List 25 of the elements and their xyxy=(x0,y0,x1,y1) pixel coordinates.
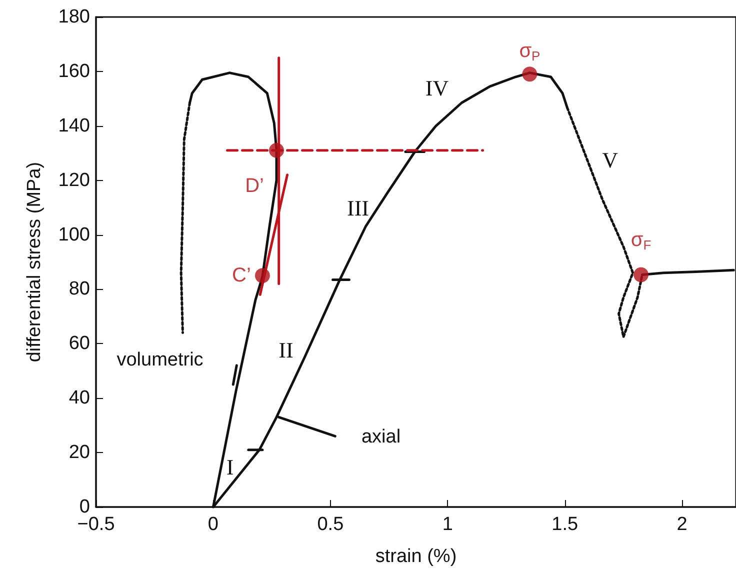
y-tick-label: 100 xyxy=(58,224,90,246)
x-tick-label: 1 xyxy=(442,514,453,535)
x-axis-title: strain (%) xyxy=(375,546,457,567)
annotation: II xyxy=(278,338,294,362)
y-axis-title: differential stress (MPa) xyxy=(24,162,45,362)
annotation: I xyxy=(226,454,234,480)
x-tick-label: 1.5 xyxy=(552,514,578,535)
data-label: C’ xyxy=(232,264,251,287)
data-label: D’ xyxy=(245,174,264,197)
y-tick-label: 120 xyxy=(58,170,90,191)
x-tick-label: 2 xyxy=(676,514,688,535)
x-tick-label: 0.5 xyxy=(317,514,344,535)
annotation: axial xyxy=(361,426,401,448)
y-tick-label: 160 xyxy=(58,60,90,82)
y-tick-label: 180 xyxy=(58,6,90,28)
annotation: III xyxy=(347,196,369,220)
annotation: volumetric xyxy=(116,350,204,370)
y-tick-label: 60 xyxy=(68,333,90,354)
y-tick-label: 140 xyxy=(58,115,90,136)
annotation: IV xyxy=(425,76,449,100)
y-tick-label: 20 xyxy=(68,442,90,464)
x-tick-label: 0 xyxy=(208,514,219,535)
y-tick-label: 80 xyxy=(68,278,90,300)
y-tick-label: 40 xyxy=(68,388,90,409)
annotation: V xyxy=(602,148,618,172)
